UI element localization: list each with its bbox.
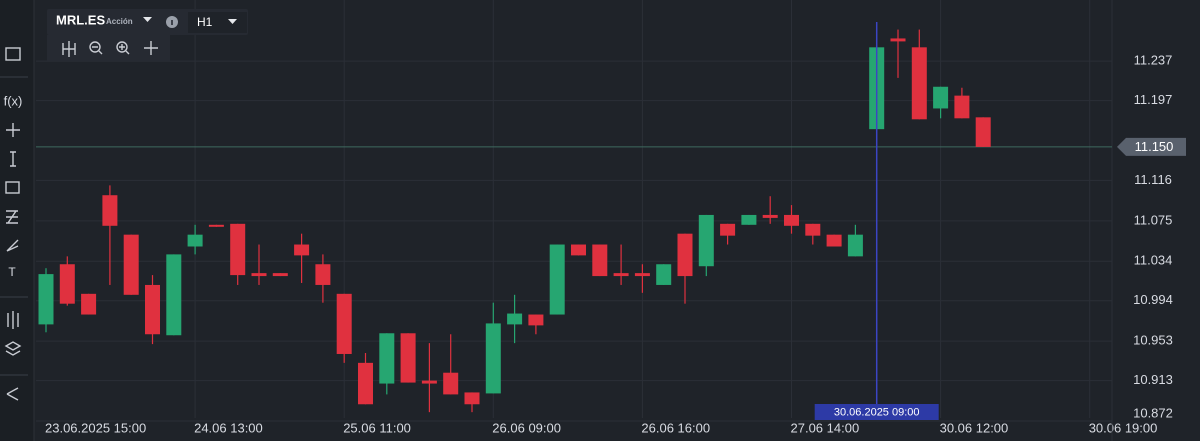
candle-body (379, 333, 395, 384)
timeframe[interactable]: H1 (197, 15, 213, 29)
candle-body (485, 323, 501, 394)
candle-body (847, 234, 863, 257)
chart-type-icon[interactable] (62, 41, 76, 57)
candle-body (826, 234, 842, 247)
y-tick-label: 11.034 (1134, 253, 1173, 268)
candle-body (315, 264, 331, 285)
fan-icon[interactable] (6, 239, 19, 252)
x-tick-label: 26.06 09:00 (492, 420, 561, 435)
candle-body (890, 38, 906, 42)
candle-body (784, 214, 799, 226)
share-icon[interactable] (6, 387, 19, 401)
candle-body (762, 214, 778, 218)
candle-body (294, 244, 310, 256)
crosshair-label-box (814, 404, 939, 420)
y-tick-label: 10.913 (1133, 372, 1173, 387)
candle-body (507, 313, 523, 325)
candle-body (933, 86, 949, 109)
candle-body (38, 274, 54, 325)
crosshair-label: 30.06.2025 09:00 (834, 406, 920, 418)
x-tick-label: 24.06 13:00 (194, 420, 263, 435)
candle-body (656, 264, 672, 285)
candle-body (421, 380, 437, 384)
candle-body (571, 244, 586, 256)
fibonacci-icon[interactable] (6, 210, 18, 224)
candle-body (187, 234, 203, 247)
last-price-label: 11.150 (1135, 139, 1174, 154)
candle-body (634, 273, 650, 277)
zoom-out-icon[interactable] (89, 41, 101, 53)
symbol-dropdown[interactable] (143, 17, 152, 22)
x-tick-label: 30.06 12:00 (940, 420, 1009, 435)
text-tool-icon[interactable]: T (8, 265, 16, 279)
y-tick-label: 11.075 (1134, 212, 1173, 227)
candle-body (230, 223, 246, 276)
plot-area: 10.872 10.913 10.953 10.994 11.034 11.075 11.1… (36, 0, 1186, 441)
crosshair-icon[interactable] (6, 123, 20, 137)
pan-icon[interactable] (144, 41, 158, 55)
candle-body (102, 195, 118, 226)
candle-body (251, 273, 267, 277)
candle-body (59, 264, 75, 304)
candle-body (677, 233, 693, 277)
rectangle-icon[interactable] (5, 181, 20, 194)
x-tick-label: 26.06 16:00 (641, 420, 710, 435)
candle-body (272, 273, 288, 277)
asset-class: Acción (106, 17, 133, 26)
zoom-out-glyph (92, 46, 103, 55)
candle-body (358, 362, 373, 405)
candle-body (805, 223, 821, 236)
y-tick-label: 10.953 (1133, 333, 1173, 348)
timeframe-select[interactable] (188, 12, 247, 33)
timeframe-dropdown[interactable] (228, 19, 237, 24)
candle-body (613, 273, 629, 277)
candle-body (741, 214, 757, 225)
y-tick-label: 11.237 (1134, 53, 1173, 68)
measure-icon[interactable] (10, 151, 16, 167)
candle-body (720, 223, 736, 236)
info-glyph (171, 20, 173, 25)
candle-body (954, 95, 970, 119)
x-tick-label: 25.06 11:00 (343, 420, 411, 435)
zoom-in-glyph (119, 44, 130, 55)
y-tick-label: 11.116 (1134, 172, 1172, 187)
indicators-icon[interactable] (7, 311, 19, 329)
candle-body (81, 293, 97, 315)
candle-body (698, 214, 714, 267)
candle-body (975, 117, 991, 147)
candle-body (208, 224, 224, 227)
candle-body (145, 284, 160, 335)
candle-body (400, 333, 416, 383)
sidebar (0, 0, 34, 441)
layout-icon[interactable] (5, 47, 21, 61)
y-tick-label: 10.994 (1133, 292, 1173, 307)
candle-body (336, 293, 352, 354)
y-tick-label: 11.197 (1134, 92, 1173, 107)
candle-body (592, 244, 608, 277)
candle-body (549, 244, 565, 315)
candle-body (443, 372, 459, 395)
functions-icon[interactable]: f(x) (4, 93, 23, 108)
zoom-in-icon[interactable] (116, 41, 128, 53)
x-tick-label: 30.06 19:00 (1089, 420, 1158, 435)
candle-body (464, 392, 480, 405)
layers-icon[interactable] (4, 341, 22, 356)
last-price-box (1117, 137, 1186, 156)
candle-body (166, 254, 182, 336)
candle-body (911, 47, 927, 120)
candle-body (528, 314, 544, 326)
x-tick-label: 27.06 14:00 (791, 420, 860, 435)
y-tick-label: 10.872 (1133, 405, 1173, 420)
symbol[interactable]: MRL.ES (56, 12, 105, 27)
candle-body (123, 234, 139, 295)
x-tick-label: 23.06.2025 15:00 (45, 420, 146, 435)
